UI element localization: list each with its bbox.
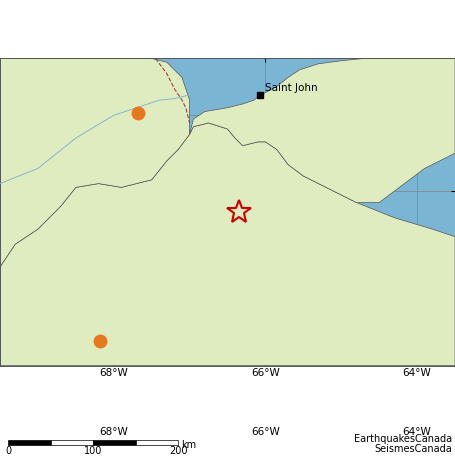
Text: 64°W: 64°W: [403, 427, 431, 437]
Polygon shape: [0, 123, 455, 366]
Bar: [93, 440, 136, 445]
Bar: [51, 440, 93, 445]
Polygon shape: [0, 58, 190, 267]
Text: 100: 100: [84, 446, 102, 456]
Bar: [8, 440, 51, 445]
Text: 66°W: 66°W: [251, 427, 280, 437]
Text: Saint John: Saint John: [265, 83, 318, 93]
Text: km: km: [181, 440, 196, 450]
Text: 200: 200: [169, 446, 187, 456]
Text: 68°W: 68°W: [99, 427, 128, 437]
Text: 0: 0: [5, 446, 11, 456]
Polygon shape: [190, 58, 455, 203]
Text: EarthquakesCanada: EarthquakesCanada: [354, 434, 452, 444]
Bar: [136, 440, 178, 445]
Text: SeismesCanada: SeismesCanada: [374, 444, 452, 454]
